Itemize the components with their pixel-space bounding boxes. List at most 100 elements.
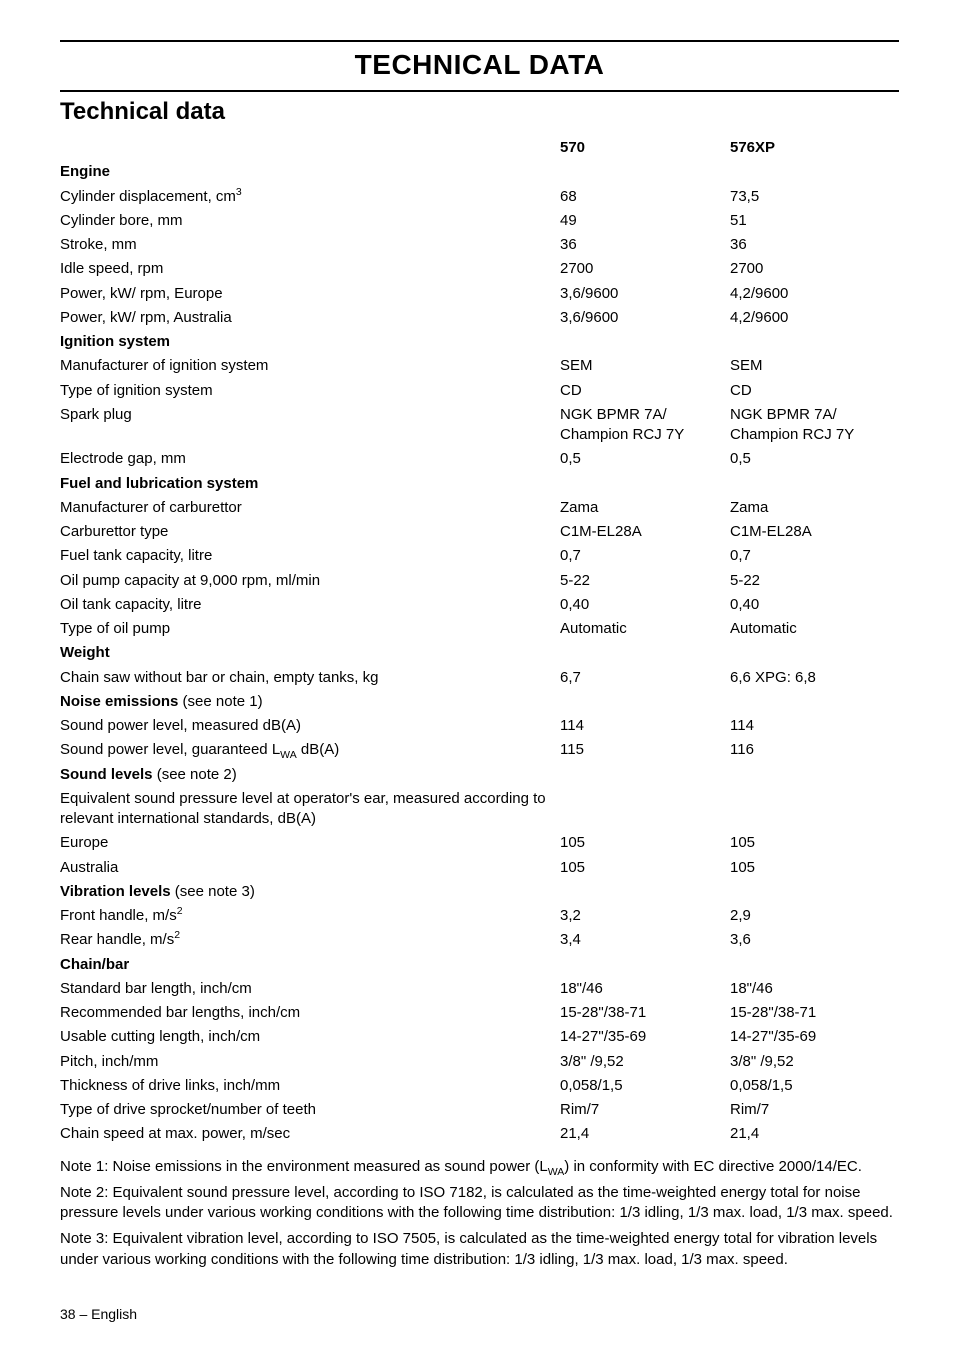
- section-heading-row: Chain/bar: [60, 953, 900, 977]
- table-row: Thickness of drive links, inch/mm0,058/1…: [60, 1074, 900, 1098]
- spec-value-a: Zama: [560, 496, 730, 520]
- spec-value-a: 14-27"/35-69: [560, 1025, 730, 1049]
- spec-value-b: 3,6: [730, 928, 900, 952]
- table-row: Chain speed at max. power, m/sec21,421,4: [60, 1122, 900, 1146]
- table-row: Cylinder displacement, cm36873,5: [60, 185, 900, 209]
- table-row: Chain saw without bar or chain, empty ta…: [60, 666, 900, 690]
- spec-value-b: SEM: [730, 354, 900, 378]
- page-title-upper: TECHNICAL DATA: [60, 46, 899, 84]
- table-row: Manufacturer of carburettorZamaZama: [60, 496, 900, 520]
- spec-value-a: 3,6/9600: [560, 306, 730, 330]
- spec-label: Pitch, inch/mm: [60, 1050, 560, 1074]
- spec-value-b: 36: [730, 233, 900, 257]
- spec-value-a: 105: [560, 831, 730, 855]
- spec-value-b: 21,4: [730, 1122, 900, 1146]
- spec-label: Oil pump capacity at 9,000 rpm, ml/min: [60, 569, 560, 593]
- spec-value-b: 2,9: [730, 904, 900, 928]
- section-heading: Engine: [60, 160, 900, 184]
- spec-value-b: 73,5: [730, 185, 900, 209]
- section-heading: Vibration levels (see note 3): [60, 880, 900, 904]
- spec-value-b: 14-27"/35-69: [730, 1025, 900, 1049]
- col-model-a: 570: [560, 136, 730, 160]
- spec-label: Rear handle, m/s2: [60, 928, 560, 952]
- spec-label: Sound power level, measured dB(A): [60, 714, 560, 738]
- page-number: 38 – English: [60, 1305, 137, 1324]
- table-row: Front handle, m/s23,22,9: [60, 904, 900, 928]
- spec-label: Equivalent sound pressure level at opera…: [60, 787, 560, 832]
- spec-value-a: 114: [560, 714, 730, 738]
- spec-value-a: 18"/46: [560, 977, 730, 1001]
- title-bar: TECHNICAL DATA: [60, 40, 899, 92]
- spec-value-b: 2700: [730, 257, 900, 281]
- table-row: Australia105105: [60, 856, 900, 880]
- spec-label: Sound power level, guaranteed LWA dB(A): [60, 738, 560, 762]
- spec-value-b: 5-22: [730, 569, 900, 593]
- spec-value-a: Rim/7: [560, 1098, 730, 1122]
- spec-value-b: 18"/46: [730, 977, 900, 1001]
- spec-value-a: Automatic: [560, 617, 730, 641]
- spec-label: Type of ignition system: [60, 379, 560, 403]
- section-heading: Fuel and lubrication system: [60, 472, 900, 496]
- table-row: Oil tank capacity, litre0,400,40: [60, 593, 900, 617]
- spec-label: Europe: [60, 831, 560, 855]
- table-row: Electrode gap, mm0,50,5: [60, 447, 900, 471]
- section-heading: Ignition system: [60, 330, 900, 354]
- spec-value-a: 115: [560, 738, 730, 762]
- table-row: Oil pump capacity at 9,000 rpm, ml/min5-…: [60, 569, 900, 593]
- spec-label: Front handle, m/s2: [60, 904, 560, 928]
- spec-label: Recommended bar lengths, inch/cm: [60, 1001, 560, 1025]
- table-row: Europe105105: [60, 831, 900, 855]
- section-heading-row: Ignition system: [60, 330, 900, 354]
- spec-value-a: 49: [560, 209, 730, 233]
- spec-value-b: 0,7: [730, 544, 900, 568]
- spec-value-a: CD: [560, 379, 730, 403]
- section-heading-row: Weight: [60, 641, 900, 665]
- spec-value-a: C1M-EL28A: [560, 520, 730, 544]
- table-row: Standard bar length, inch/cm18"/4618"/46: [60, 977, 900, 1001]
- spec-value-b: 116: [730, 738, 900, 762]
- table-row: Type of oil pumpAutomaticAutomatic: [60, 617, 900, 641]
- spec-value-a: 5-22: [560, 569, 730, 593]
- table-row: Idle speed, rpm27002700: [60, 257, 900, 281]
- table-row: Type of drive sprocket/number of teethRi…: [60, 1098, 900, 1122]
- spec-label: Stroke, mm: [60, 233, 560, 257]
- spec-value-b: 6,6 XPG: 6,8: [730, 666, 900, 690]
- section-heading-row: Engine: [60, 160, 900, 184]
- section-heading: Chain/bar: [60, 953, 900, 977]
- col-model-b: 576XP: [730, 136, 900, 160]
- spec-label: Type of oil pump: [60, 617, 560, 641]
- section-heading: Sound levels (see note 2): [60, 763, 900, 787]
- spec-value-b: 105: [730, 856, 900, 880]
- spec-label: Chain speed at max. power, m/sec: [60, 1122, 560, 1146]
- table-row: Spark plugNGK BPMR 7A/Champion RCJ 7YNGK…: [60, 403, 900, 448]
- spec-value-a: 3,2: [560, 904, 730, 928]
- spec-label: Spark plug: [60, 403, 560, 448]
- spec-value-b: 0,058/1,5: [730, 1074, 900, 1098]
- spec-value-a: 0,058/1,5: [560, 1074, 730, 1098]
- spec-label: Chain saw without bar or chain, empty ta…: [60, 666, 560, 690]
- table-row: Equivalent sound pressure level at opera…: [60, 787, 900, 832]
- section-heading-row: Vibration levels (see note 3): [60, 880, 900, 904]
- spec-value-a: NGK BPMR 7A/Champion RCJ 7Y: [560, 403, 730, 448]
- spec-table: 570 576XP EngineCylinder displacement, c…: [60, 136, 900, 1147]
- spec-value-b: Zama: [730, 496, 900, 520]
- spec-label: Cylinder bore, mm: [60, 209, 560, 233]
- spec-value-b: 15-28"/38-71: [730, 1001, 900, 1025]
- spec-value-b: 51: [730, 209, 900, 233]
- spec-label: Oil tank capacity, litre: [60, 593, 560, 617]
- spec-value-b: 105: [730, 831, 900, 855]
- spec-label: Type of drive sprocket/number of teeth: [60, 1098, 560, 1122]
- notes: Note 1: Noise emissions in the environme…: [60, 1157, 899, 1270]
- spec-label: Idle speed, rpm: [60, 257, 560, 281]
- note: Note 2: Equivalent sound pressure level,…: [60, 1183, 899, 1224]
- spec-value-b: NGK BPMR 7A/Champion RCJ 7Y: [730, 403, 900, 448]
- spec-value-b: [730, 787, 900, 832]
- spec-value-a: 3,4: [560, 928, 730, 952]
- spec-value-b: 0,40: [730, 593, 900, 617]
- spec-value-a: 36: [560, 233, 730, 257]
- spec-value-a: 105: [560, 856, 730, 880]
- spec-label: Carburettor type: [60, 520, 560, 544]
- table-row: Usable cutting length, inch/cm14-27"/35-…: [60, 1025, 900, 1049]
- spec-label: Fuel tank capacity, litre: [60, 544, 560, 568]
- section-heading: Weight: [60, 641, 900, 665]
